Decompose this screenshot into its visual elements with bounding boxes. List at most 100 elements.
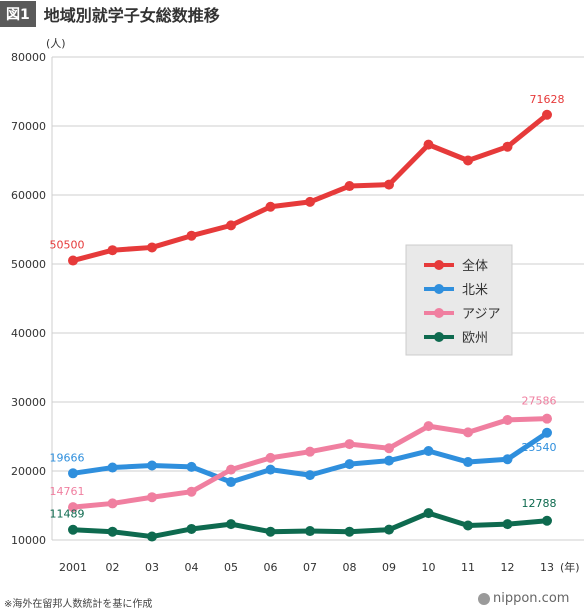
y-tick-label: 20000 bbox=[11, 465, 46, 478]
data-point bbox=[68, 255, 78, 266]
y-tick-label: 50000 bbox=[11, 258, 46, 271]
data-label: 50500 bbox=[50, 239, 85, 252]
data-point bbox=[226, 464, 236, 475]
data-point bbox=[147, 492, 157, 503]
data-point bbox=[265, 464, 276, 475]
data-point bbox=[186, 461, 197, 472]
legend-label: 全体 bbox=[462, 258, 488, 274]
series-group bbox=[68, 109, 552, 542]
data-point bbox=[423, 421, 434, 432]
data-point bbox=[226, 477, 236, 488]
x-tick-label: 10 bbox=[422, 561, 436, 574]
data-point bbox=[542, 109, 552, 120]
data-point bbox=[344, 459, 355, 470]
data-point bbox=[265, 452, 276, 463]
series-line bbox=[70, 112, 550, 264]
data-point bbox=[502, 414, 513, 425]
x-axis-unit: (年) bbox=[560, 560, 580, 574]
data-point bbox=[463, 427, 473, 438]
data-point bbox=[344, 181, 355, 192]
data-point bbox=[502, 141, 513, 152]
data-point bbox=[226, 220, 236, 231]
data-point bbox=[542, 515, 552, 526]
data-point bbox=[186, 486, 197, 497]
data-point bbox=[542, 427, 552, 438]
data-point bbox=[344, 526, 355, 537]
legend-label: 北米 bbox=[462, 283, 488, 298]
x-axis-ticks: 2001 02 03 04 05 06 07 08 09 10 11 12 13 bbox=[59, 561, 554, 574]
data-point bbox=[502, 519, 513, 530]
data-point bbox=[423, 445, 434, 456]
data-point bbox=[68, 468, 78, 479]
y-tick-label: 10000 bbox=[11, 534, 46, 547]
legend-marker bbox=[434, 308, 444, 318]
x-tick-label: 06 bbox=[264, 561, 278, 574]
y-tick-label: 80000 bbox=[11, 51, 46, 64]
legend-marker bbox=[434, 260, 444, 270]
data-point bbox=[147, 531, 157, 542]
data-point bbox=[147, 460, 157, 471]
x-tick-label: 03 bbox=[145, 561, 159, 574]
x-tick-label: 02 bbox=[106, 561, 120, 574]
x-tick-label: 04 bbox=[185, 561, 199, 574]
legend-marker bbox=[434, 284, 444, 294]
data-label: 71628 bbox=[530, 93, 565, 106]
data-point bbox=[384, 443, 394, 454]
brand-logo: nippon.com bbox=[478, 591, 569, 606]
data-point bbox=[147, 242, 157, 253]
x-tick-label: 09 bbox=[382, 561, 396, 574]
x-tick-label: 05 bbox=[224, 561, 238, 574]
data-label: 14761 bbox=[50, 485, 85, 498]
legend-label: アジア bbox=[462, 307, 500, 322]
legend-label: 欧州 bbox=[462, 331, 488, 346]
data-point bbox=[305, 196, 315, 207]
data-point bbox=[107, 526, 118, 537]
data-point bbox=[384, 455, 394, 466]
data-point bbox=[186, 230, 197, 241]
data-point bbox=[107, 245, 118, 256]
data-point bbox=[107, 498, 118, 509]
y-axis-unit: (人) bbox=[46, 37, 66, 50]
x-tick-label: 11 bbox=[461, 561, 475, 574]
data-point bbox=[463, 520, 473, 531]
data-point bbox=[423, 139, 434, 150]
brand-circle-icon bbox=[478, 592, 490, 605]
data-point bbox=[305, 470, 315, 481]
data-point bbox=[384, 524, 394, 535]
data-point bbox=[265, 201, 276, 212]
data-point bbox=[463, 155, 473, 166]
data-point bbox=[384, 179, 394, 190]
data-point bbox=[423, 508, 434, 519]
figure-title: 地域別就学子女総数推移 bbox=[43, 6, 220, 25]
data-label: 11489 bbox=[50, 508, 85, 521]
data-point bbox=[107, 462, 118, 473]
data-point bbox=[68, 524, 78, 535]
data-point bbox=[68, 502, 78, 513]
data-point bbox=[226, 519, 236, 530]
data-point bbox=[186, 523, 197, 534]
data-label: 27586 bbox=[522, 395, 557, 408]
data-label: 12788 bbox=[522, 497, 557, 510]
data-point bbox=[463, 457, 473, 468]
data-point bbox=[542, 413, 552, 424]
y-axis-ticks: 10000 20000 30000 40000 50000 60000 70000 80000 bbox=[11, 51, 46, 547]
brand-name: nippon.com bbox=[493, 591, 570, 606]
x-tick-label: 2001 bbox=[59, 561, 87, 574]
x-tick-label: 12 bbox=[501, 561, 515, 574]
x-tick-label: 07 bbox=[303, 561, 317, 574]
data-point bbox=[344, 439, 355, 450]
y-tick-label: 40000 bbox=[11, 327, 46, 340]
y-tick-label: 70000 bbox=[11, 120, 46, 133]
data-point bbox=[502, 454, 513, 465]
data-point bbox=[305, 446, 315, 457]
x-tick-label: 13 bbox=[540, 561, 554, 574]
line-chart: 10000 20000 30000 40000 50000 60000 70000 80000… bbox=[11, 37, 584, 574]
figure-badge: 図1 bbox=[0, 1, 36, 27]
legend-marker bbox=[434, 332, 444, 342]
data-point bbox=[305, 526, 315, 537]
y-tick-label: 30000 bbox=[11, 396, 46, 409]
figure-header: 図1 地域別就学子女総数推移 bbox=[0, 0, 220, 28]
y-tick-label: 60000 bbox=[11, 189, 46, 202]
data-labels: 50500 71628 19666 25540 14761 27586 11489 12788 bbox=[50, 93, 565, 521]
